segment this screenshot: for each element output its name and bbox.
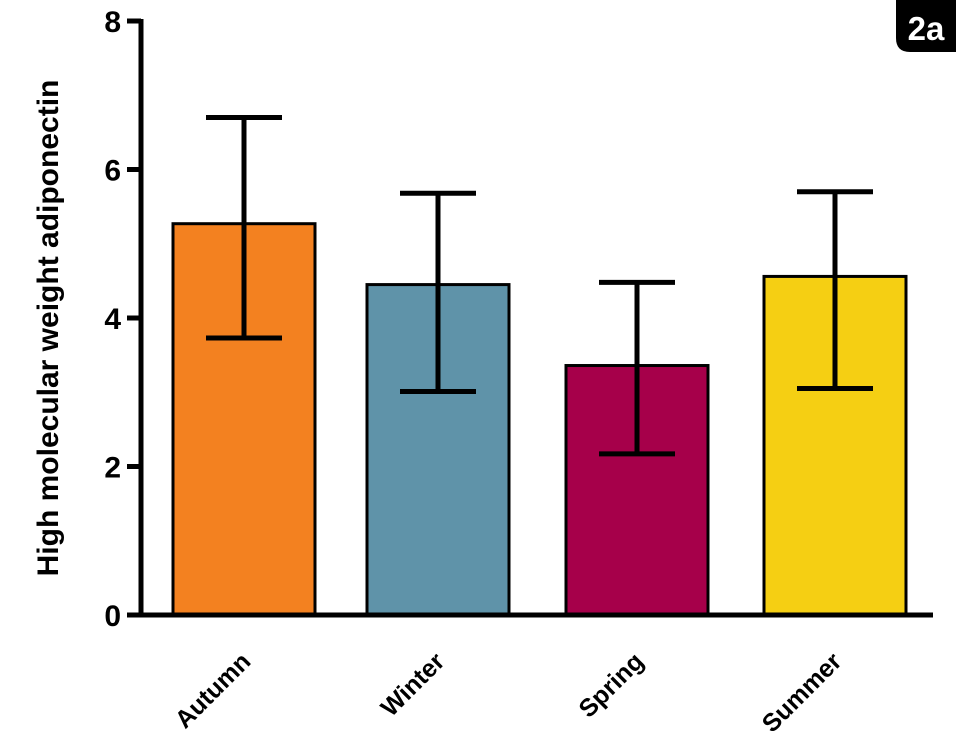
y-tick-label: 4 (104, 303, 121, 336)
x-tick-label-autumn: Autumn (170, 647, 257, 734)
y-axis-title: High molecular weight adiponectin (32, 80, 65, 577)
error-bar-spring (599, 279, 675, 457)
x-tick-label-summer: Summer (757, 647, 848, 738)
panel-label: 2a (908, 10, 945, 47)
error-bar-summer (797, 189, 873, 392)
y-tick-label: 8 (104, 6, 121, 39)
x-tick-label-spring: Spring (573, 647, 649, 723)
x-tick-label-winter: Winter (376, 647, 451, 722)
error-bar-winter (400, 190, 476, 395)
y-tick-label: 6 (104, 155, 121, 188)
panel-label-badge: 2a (896, 0, 956, 52)
y-tick-label: 0 (104, 600, 121, 633)
error-bar-autumn (206, 115, 282, 341)
y-tick-label: 2 (104, 452, 121, 485)
